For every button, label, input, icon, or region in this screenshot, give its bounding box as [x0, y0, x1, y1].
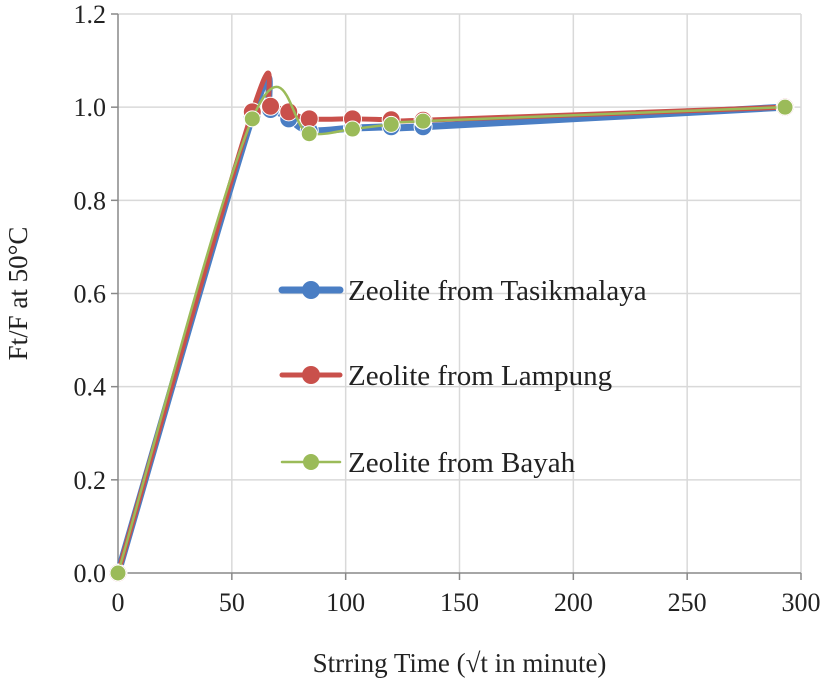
x-tick-label: 300	[782, 588, 821, 617]
series-layer	[108, 70, 795, 583]
y-tick-label: 0.2	[74, 466, 107, 495]
series-3	[109, 85, 794, 582]
x-tick-label: 0	[112, 588, 125, 617]
data-point	[243, 110, 261, 128]
series-line	[114, 73, 789, 577]
data-point	[300, 125, 318, 143]
series-line	[116, 85, 787, 575]
legend-item: Zeolite from Bayah	[280, 447, 576, 479]
legend-label: Zeolite from Lampung	[348, 360, 612, 392]
series-2	[108, 70, 795, 583]
y-axis-title: Ft/F at 50°C	[3, 227, 33, 361]
series-line	[115, 70, 788, 576]
legend-label: Zeolite from Bayah	[348, 447, 576, 479]
x-tick-label: 50	[219, 588, 245, 617]
data-point	[382, 115, 400, 133]
y-tick-label: 1.2	[74, 0, 107, 29]
x-tick-label: 200	[554, 588, 593, 617]
grid	[118, 13, 802, 573]
y-tick-label: 0.0	[74, 559, 107, 588]
x-tick-label: 250	[668, 588, 707, 617]
data-point	[414, 112, 432, 130]
data-point	[261, 96, 281, 116]
data-point	[299, 109, 319, 129]
legend-marker	[302, 366, 320, 384]
y-tick-label: 0.8	[74, 186, 107, 215]
y-tick-label: 1.0	[74, 93, 107, 122]
x-axis-title: Strring Time (√t in minute)	[313, 648, 607, 678]
data-point	[109, 564, 127, 582]
x-tick-label: 150	[440, 588, 479, 617]
legend-item: Zeolite from Lampung	[279, 360, 612, 392]
series-1	[108, 73, 795, 583]
x-tick-label: 100	[326, 588, 365, 617]
data-point	[343, 120, 361, 138]
legend-marker	[302, 281, 320, 299]
y-tick-label: 0.4	[74, 373, 107, 402]
legend-marker	[303, 454, 319, 470]
legend: Zeolite from Tasikmalaya Zeolite from Lam…	[278, 275, 647, 479]
legend-label: Zeolite from Tasikmalaya	[348, 275, 647, 307]
legend-item: Zeolite from Tasikmalaya	[278, 275, 647, 307]
data-point	[776, 98, 794, 116]
axes: 0 50 100 150 200 250 300 0.0 0.2 0.4 0.6 0.8 1.0 1.2	[74, 0, 821, 617]
y-tick-label: 0.6	[74, 280, 107, 309]
